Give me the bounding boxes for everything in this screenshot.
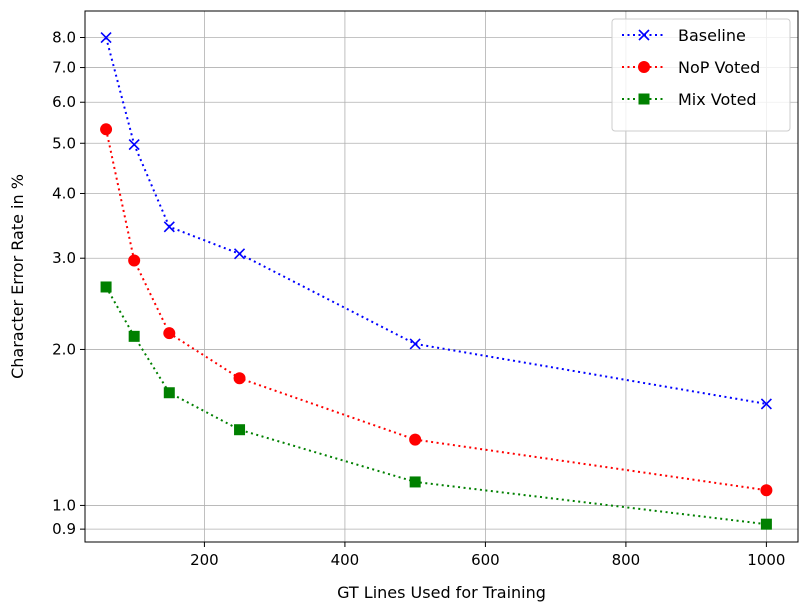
data-point — [163, 221, 175, 233]
data-point — [100, 123, 113, 136]
data-point — [409, 338, 421, 350]
plot-frame — [84, 10, 799, 543]
data-point — [128, 330, 140, 342]
legend-item: Baseline — [622, 26, 746, 45]
x-tick-label: 1000 — [747, 551, 785, 569]
y-tick-label: 6.0 — [52, 93, 76, 111]
data-point — [233, 372, 246, 385]
data-point — [409, 433, 422, 446]
legend-box — [611, 18, 791, 132]
x-tick-label: 200 — [190, 551, 219, 569]
data-point — [100, 31, 112, 44]
data-point — [234, 424, 246, 436]
legend-label: Baseline — [678, 26, 746, 45]
y-tick-label: 4.0 — [52, 184, 76, 202]
data-point — [163, 327, 176, 340]
x-axis-label: GT Lines Used for Training — [337, 583, 546, 602]
y-tick-label: 8.0 — [52, 29, 76, 47]
data-point — [760, 518, 772, 530]
x-axis: 200 400 600 800 1000 — [190, 542, 785, 569]
series-layer — [100, 31, 773, 530]
y-tick-label: 0.9 — [52, 520, 76, 538]
y-tick-label: 7.0 — [52, 59, 76, 77]
data-point — [760, 484, 773, 497]
data-point — [100, 281, 112, 293]
y-tick-label: 3.0 — [52, 249, 76, 267]
series-baseline — [100, 31, 772, 410]
data-point — [409, 476, 421, 488]
series-line — [105, 37, 767, 405]
legend-item: NoP Voted — [622, 58, 760, 77]
series-line — [105, 286, 767, 526]
legend-marker — [638, 93, 650, 105]
legend-label: NoP Voted — [678, 58, 760, 77]
x-tick-label: 800 — [612, 551, 641, 569]
y-axis-label: Character Error Rate in % — [8, 174, 27, 379]
data-point — [760, 398, 772, 410]
data-point — [128, 254, 141, 267]
y-tick-label: 5.0 — [52, 134, 76, 152]
y-axis: 0.9 1.0 2.0 3.0 4.0 5.0 6.0 7.0 8.0 — [52, 29, 85, 538]
legend-item: Mix Voted — [622, 90, 757, 109]
x-tick-label: 400 — [331, 551, 360, 569]
x-tick-label: 600 — [471, 551, 500, 569]
series-line — [105, 129, 767, 492]
y-tick-label: 1.0 — [52, 496, 76, 514]
legend-marker — [638, 29, 650, 41]
data-point — [163, 387, 175, 399]
legend-marker — [638, 61, 650, 73]
data-point — [128, 139, 140, 151]
series-mix-voted — [100, 281, 772, 530]
legend-label: Mix Voted — [678, 90, 757, 109]
y-tick-label: 2.0 — [52, 340, 76, 358]
legend: Baseline NoP Voted Mix Voted — [611, 18, 791, 132]
series-nop-voted — [100, 123, 773, 497]
data-point — [233, 248, 246, 260]
